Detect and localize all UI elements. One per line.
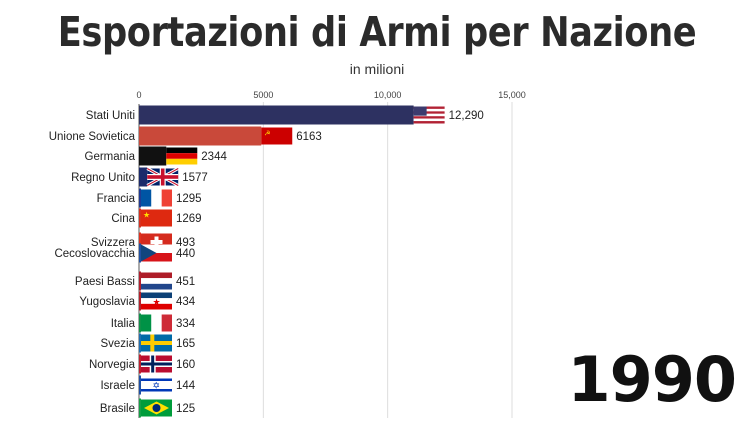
category-label: Stati Uniti [86,110,135,122]
chart-subtitle: in milioni [349,61,405,77]
bar-row: Cina ★ 1269 [111,208,202,228]
category-label: Svezia [100,338,135,350]
value-label: 6163 [296,131,322,143]
italy-flag [141,314,172,332]
value-label: 165 [176,338,195,350]
bar [139,271,141,291]
category-label: Paesi Bassi [75,276,135,288]
bar [139,333,141,353]
category-label: Norvegia [89,359,136,371]
value-label: 144 [176,380,196,392]
bar-row: Stati Uniti 12,290 [86,105,484,125]
norway-flag [141,355,172,373]
bar [139,398,141,418]
value-label: 334 [176,318,196,330]
brazil-flag [141,399,172,417]
value-label: 2344 [201,151,227,163]
yugoslavia-flag: ★ [141,292,172,310]
category-label: Yugoslavia [79,296,135,308]
bar-row: Paesi Bassi 451 [75,271,195,291]
bar-row: Norvegia 160 [89,354,195,374]
bar-row: Brasile 125 [100,398,195,418]
value-label: 493 [176,237,195,249]
category-label: Svizzera [91,237,136,249]
bar-row: Svezia 165 [100,333,195,353]
category-label: Francia [97,193,136,205]
svg-text:☭: ☭ [264,131,270,138]
category-label: Cecoslovacchia [54,248,135,260]
bar-row: Francia 1295 [97,188,202,208]
value-label: 1269 [176,213,202,225]
value-label: 434 [176,296,196,308]
x-tick-label: 15,000 [498,90,526,100]
value-label: 125 [176,403,195,415]
china-flag: ★ [141,209,172,227]
uk-flag [146,167,179,187]
bar [139,105,414,125]
year-label: 1990 [567,343,737,416]
israel-flag: ✡ [141,376,172,394]
bar-row: Israele ✡ 144 [100,375,196,395]
bar-row: Cecoslovacchia 440 [54,243,195,263]
svg-text:★: ★ [153,297,161,307]
czechoslovakia-flag [141,244,172,262]
sweden-flag [141,334,172,352]
bar-row: Italia 334 [111,313,196,333]
bar [139,146,167,166]
value-label: 160 [176,359,195,371]
category-label: Israele [100,380,135,392]
x-tick-label: 10,000 [374,90,402,100]
chart-title: Esportazioni di Armi per Nazione [57,8,697,56]
category-label: Unione Sovietica [49,131,136,143]
netherlands-flag [141,272,172,290]
x-tick-label: 0 [136,90,141,100]
bar [139,291,141,311]
bar [139,313,141,333]
france-flag [141,189,172,207]
value-label: 440 [176,248,195,260]
bar [139,354,141,374]
value-label: 1577 [182,172,208,184]
bar-row: Regno Unito 1577 [71,167,208,187]
svg-text:✡: ✡ [153,381,161,391]
ussr-flag: ☭ [261,127,293,145]
value-label: 1295 [176,193,202,205]
bar [139,167,148,187]
category-label: Regno Unito [71,172,135,184]
category-label: Cina [111,213,135,225]
bar-row: Germania 2344 [85,146,227,166]
bar [139,375,141,395]
usa-flag [413,106,445,124]
category-label: Germania [85,151,136,163]
bar [139,126,262,146]
germany-flag [166,147,198,165]
value-label: 451 [176,276,195,288]
bar [139,188,141,208]
bar-row: Yugoslavia ★ 434 [79,291,196,311]
bar [139,232,141,252]
x-tick-label: 5000 [253,90,273,100]
category-label: Italia [111,318,136,330]
category-label: Brasile [100,403,135,415]
svg-text:★: ★ [143,211,150,220]
bar-row: Unione Sovietica ☭ 6163 [49,126,322,146]
bar [139,243,141,263]
value-label: 12,290 [449,110,484,122]
bar [139,208,141,228]
